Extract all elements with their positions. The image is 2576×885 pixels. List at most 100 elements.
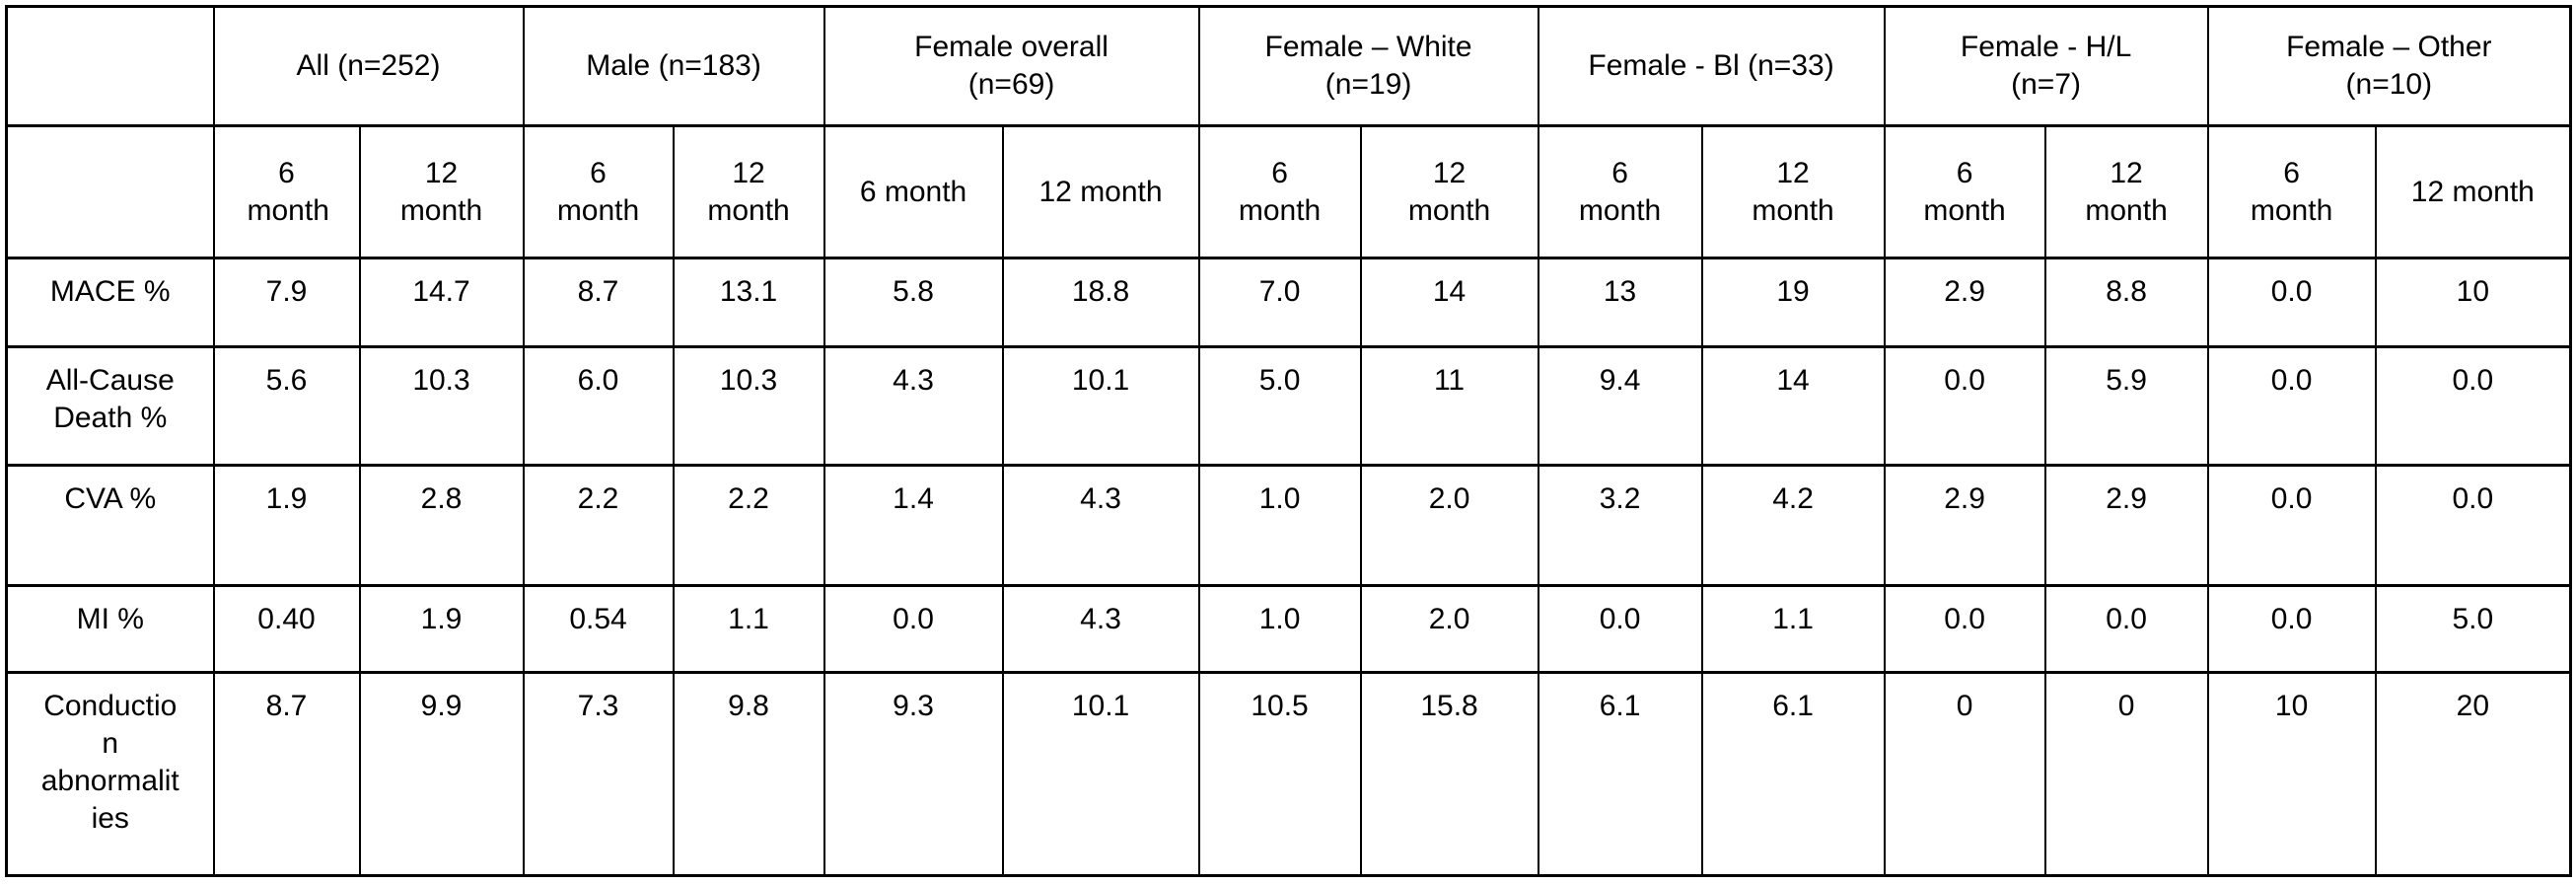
corner-cell bbox=[5, 5, 215, 127]
data-cell: 4.2 bbox=[1700, 464, 1886, 587]
data-cell: 3.2 bbox=[1537, 464, 1703, 587]
period-header-12month: 12 month bbox=[1001, 124, 1200, 259]
data-cell: 0.0 bbox=[2206, 257, 2377, 348]
period-header-12month: 12 month bbox=[1359, 124, 1539, 259]
period-header-6month: 6 month bbox=[1537, 124, 1703, 259]
period-header-6month: 6 month bbox=[823, 124, 1004, 259]
data-cell: 18.8 bbox=[1001, 257, 1200, 348]
data-cell: 0 bbox=[1883, 671, 2046, 877]
data-cell: 0 bbox=[2043, 671, 2209, 877]
group-header-female-overall: Female overall (n=69) bbox=[823, 5, 1200, 127]
data-cell: 9.4 bbox=[1537, 345, 1703, 467]
period-header-row: 6 month 12 month 6 month 12 month 6 mont… bbox=[5, 124, 2572, 259]
data-cell: 10.5 bbox=[1197, 671, 1362, 877]
group-header-all: All (n=252) bbox=[212, 5, 525, 127]
data-cell: 10.1 bbox=[1001, 671, 1200, 877]
data-cell: 5.6 bbox=[212, 345, 361, 467]
data-cell: 0.0 bbox=[2206, 345, 2377, 467]
data-cell: 2.9 bbox=[2043, 464, 2209, 587]
data-cell: 13.1 bbox=[672, 257, 825, 348]
row-label: Conduction abnormalities bbox=[5, 671, 215, 877]
data-cell: 11 bbox=[1359, 345, 1539, 467]
corner-cell bbox=[5, 124, 215, 259]
data-cell: 20 bbox=[2374, 671, 2572, 877]
group-header-female-white: Female – White (n=19) bbox=[1197, 5, 1539, 127]
period-header-12month: 12 month bbox=[672, 124, 825, 259]
data-cell: 0.40 bbox=[212, 584, 361, 674]
data-cell: 5.0 bbox=[2374, 584, 2572, 674]
period-header-6month: 6 month bbox=[212, 124, 361, 259]
data-cell: 10.3 bbox=[672, 345, 825, 467]
data-cell: 7.3 bbox=[522, 671, 675, 877]
data-cell: 0.0 bbox=[2206, 584, 2377, 674]
data-cell: 2.2 bbox=[522, 464, 675, 587]
data-cell: 0.0 bbox=[2206, 464, 2377, 587]
table-row-all-cause-death: All-Cause Death % 5.6 10.3 6.0 10.3 4.3 … bbox=[5, 345, 2572, 467]
group-header-female-hl: Female - H/L (n=7) bbox=[1883, 5, 2209, 127]
row-label: CVA % bbox=[5, 464, 215, 587]
data-cell: 0.0 bbox=[1883, 584, 2046, 674]
group-header-female-black: Female - Bl (n=33) bbox=[1537, 5, 1886, 127]
row-label: MACE % bbox=[5, 257, 215, 348]
data-cell: 10 bbox=[2206, 671, 2377, 877]
data-cell: 2.9 bbox=[1883, 257, 2046, 348]
data-cell: 1.4 bbox=[823, 464, 1004, 587]
data-cell: 7.9 bbox=[212, 257, 361, 348]
data-cell: 8.7 bbox=[212, 671, 361, 877]
data-cell: 10.1 bbox=[1001, 345, 1200, 467]
outcomes-table: All (n=252) Male (n=183) Female overall … bbox=[5, 5, 2573, 877]
data-cell: 0.0 bbox=[2374, 464, 2572, 587]
data-cell: 8.8 bbox=[2043, 257, 2209, 348]
data-cell: 2.0 bbox=[1359, 584, 1539, 674]
data-cell: 1.1 bbox=[672, 584, 825, 674]
table-row-mace: MACE % 7.9 14.7 8.7 13.1 5.8 18.8 7.0 14… bbox=[5, 257, 2572, 348]
data-cell: 10 bbox=[2374, 257, 2572, 348]
data-cell: 15.8 bbox=[1359, 671, 1539, 877]
period-header-6month: 6 month bbox=[2206, 124, 2377, 259]
data-cell: 2.2 bbox=[672, 464, 825, 587]
period-header-12month: 12 month bbox=[358, 124, 525, 259]
data-cell: 0.0 bbox=[2043, 584, 2209, 674]
table-row-conduction-abnormalities: Conduction abnormalities 8.7 9.9 7.3 9.8… bbox=[5, 671, 2572, 877]
data-cell: 0.54 bbox=[522, 584, 675, 674]
row-label: All-Cause Death % bbox=[5, 345, 215, 467]
data-cell: 0.0 bbox=[823, 584, 1004, 674]
data-cell: 1.9 bbox=[212, 464, 361, 587]
data-cell: 14 bbox=[1700, 345, 1886, 467]
row-label: MI % bbox=[5, 584, 215, 674]
data-cell: 13 bbox=[1537, 257, 1703, 348]
period-header-6month: 6 month bbox=[1197, 124, 1362, 259]
period-header-6month: 6 month bbox=[1883, 124, 2046, 259]
group-header-female-other: Female – Other (n=10) bbox=[2206, 5, 2572, 127]
data-cell: 4.3 bbox=[1001, 464, 1200, 587]
data-cell: 0.0 bbox=[2374, 345, 2572, 467]
data-cell: 5.0 bbox=[1197, 345, 1362, 467]
data-cell: 6.1 bbox=[1700, 671, 1886, 877]
data-cell: 9.9 bbox=[358, 671, 525, 877]
group-header-male: Male (n=183) bbox=[522, 5, 825, 127]
data-cell: 1.1 bbox=[1700, 584, 1886, 674]
data-cell: 2.0 bbox=[1359, 464, 1539, 587]
data-cell: 1.9 bbox=[358, 584, 525, 674]
data-cell: 10.3 bbox=[358, 345, 525, 467]
data-cell: 2.8 bbox=[358, 464, 525, 587]
data-cell: 7.0 bbox=[1197, 257, 1362, 348]
data-cell: 5.9 bbox=[2043, 345, 2209, 467]
data-cell: 14 bbox=[1359, 257, 1539, 348]
data-cell: 0.0 bbox=[1883, 345, 2046, 467]
period-header-12month: 12 month bbox=[2043, 124, 2209, 259]
period-header-6month: 6 month bbox=[522, 124, 675, 259]
data-cell: 4.3 bbox=[1001, 584, 1200, 674]
data-cell: 1.0 bbox=[1197, 584, 1362, 674]
table-row-mi: MI % 0.40 1.9 0.54 1.1 0.0 4.3 1.0 2.0 0… bbox=[5, 584, 2572, 674]
period-header-12month: 12 month bbox=[2374, 124, 2572, 259]
period-header-12month: 12 month bbox=[1700, 124, 1886, 259]
data-cell: 9.8 bbox=[672, 671, 825, 877]
data-cell: 9.3 bbox=[823, 671, 1004, 877]
data-cell: 19 bbox=[1700, 257, 1886, 348]
data-cell: 2.9 bbox=[1883, 464, 2046, 587]
data-cell: 6.0 bbox=[522, 345, 675, 467]
data-cell: 0.0 bbox=[1537, 584, 1703, 674]
group-header-row: All (n=252) Male (n=183) Female overall … bbox=[5, 5, 2572, 127]
data-cell: 1.0 bbox=[1197, 464, 1362, 587]
